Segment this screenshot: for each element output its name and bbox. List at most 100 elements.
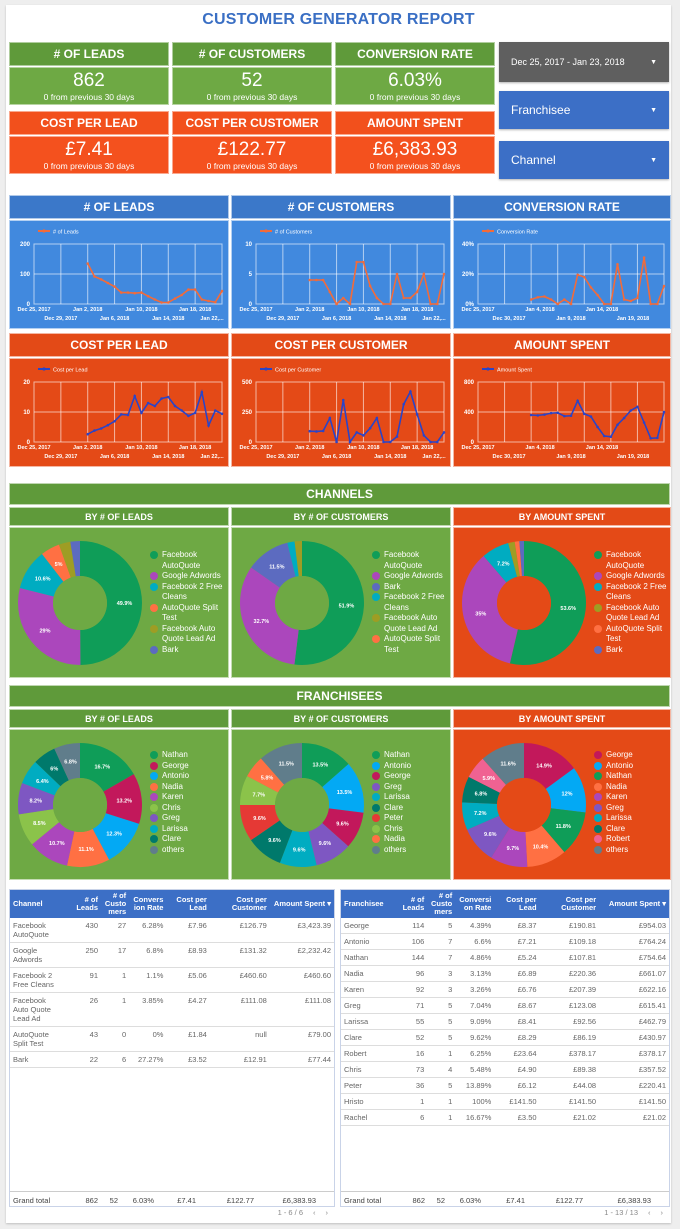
legend-item[interactable]: Bark [150, 645, 230, 656]
legend-item[interactable]: Karen [594, 792, 674, 803]
table-row: George 114 5 4.39% £8.37 £190.81 £954.03 [341, 918, 669, 934]
legend-item[interactable]: AutoQuote Split Test [150, 603, 230, 624]
legend-dot-icon [150, 835, 158, 843]
kpi-value: £6,383.93 [372, 139, 458, 160]
table-cell: £44.08 [539, 1077, 600, 1094]
donut-chart: 14.9% 12% 11.8% 10.4% 9.7% 9.6% 7.2% 6.8% 5.9% 11… [453, 729, 671, 880]
pie-slice [41, 544, 71, 582]
legend-item[interactable]: Facebook AutoQuote [150, 550, 230, 571]
pie-slice [35, 748, 69, 787]
pie-slice [541, 808, 586, 853]
legend-item[interactable]: Nathan [594, 771, 674, 782]
legend-item[interactable]: Larissa [150, 824, 230, 835]
legend-item[interactable]: Larissa [594, 813, 674, 824]
legend-dot-icon [150, 782, 158, 791]
legend-item[interactable]: Google Adwords [150, 571, 230, 582]
legend-item[interactable]: Peter [372, 813, 452, 824]
column-header[interactable]: # of Custo mers [427, 890, 456, 918]
table-cell: £5.06 [166, 967, 210, 993]
slice-label: 5% [55, 562, 63, 568]
column-header[interactable]: Conversi on Rate [455, 890, 495, 918]
channel-filter[interactable]: Channel ▼ [499, 141, 669, 179]
data-point [315, 430, 318, 433]
data-point [576, 399, 579, 403]
legend-item[interactable]: Bark [372, 582, 452, 593]
x-tick-label: Jan 2, 2018 [73, 445, 102, 451]
legend-item[interactable]: AutoQuote Split Test [372, 634, 452, 655]
column-header[interactable]: Cost per Customer [209, 890, 270, 918]
column-header[interactable]: Amount Spent ▾ [599, 890, 669, 918]
column-header[interactable]: Amount Spent ▾ [269, 890, 334, 918]
date-range-picker[interactable]: Dec 25, 2017 - Jan 23, 2018 ▼ [499, 42, 669, 82]
legend-item[interactable]: Nathan [372, 750, 452, 761]
x-tick-label: Dec 25, 2017 [461, 307, 494, 313]
legend-item[interactable]: Facebook AutoQuote [372, 550, 452, 571]
legend-item[interactable]: Facebook Auto Quote Lead Ad [372, 613, 452, 634]
legend-item[interactable]: George [594, 750, 674, 761]
legend-item[interactable]: Nadia [594, 782, 674, 793]
column-header[interactable]: # of Leads [59, 890, 101, 918]
column-header[interactable]: Franchisee [341, 890, 389, 918]
legend-item[interactable]: Facebook 2 Free Cleans [150, 582, 230, 603]
legend-item[interactable]: Facebook 2 Free Cleans [594, 582, 674, 603]
table-cell: 27 [101, 918, 130, 943]
data-point [321, 429, 325, 433]
column-header[interactable]: # of Custo mers [101, 890, 130, 918]
legend-item[interactable]: Bark [594, 645, 674, 656]
legend-item[interactable]: Clare [150, 834, 230, 845]
legend-label: George [384, 771, 411, 780]
x-tick-label: Jan 2, 2018 [73, 307, 102, 313]
next-page-icon[interactable]: › [325, 1208, 329, 1217]
legend-item[interactable]: Greg [150, 813, 230, 824]
table-cell: Nathan [341, 949, 389, 966]
page-title: CUSTOMER GENERATOR REPORT [202, 11, 475, 28]
franchisee-filter[interactable]: Franchisee ▼ [499, 91, 669, 129]
legend-item[interactable]: Antonio [372, 761, 452, 772]
legend-item[interactable]: Google Adwords [594, 571, 674, 582]
column-header[interactable]: Convers ion Rate [129, 890, 167, 918]
legend-item[interactable]: Greg [372, 782, 452, 793]
legend-item[interactable]: others [594, 845, 674, 856]
column-header[interactable]: # of Leads [388, 890, 428, 918]
column-header[interactable]: Cost per Customer [539, 890, 600, 918]
legend-item[interactable]: Nathan [150, 750, 230, 761]
pie-title: BY # OF LEADS [9, 709, 229, 728]
data-point [173, 404, 177, 408]
legend-item[interactable]: Antonio [594, 761, 674, 772]
legend-item[interactable]: others [150, 845, 230, 856]
legend-item[interactable]: others [372, 845, 452, 856]
legend-item[interactable]: Antonio [150, 771, 230, 782]
data-point [348, 302, 352, 306]
legend-item[interactable]: Karen [150, 792, 230, 803]
legend-item[interactable]: Chris [150, 803, 230, 814]
legend-item[interactable]: George [150, 761, 230, 772]
legend-item[interactable]: Clare [372, 803, 452, 814]
legend-item[interactable]: Nadia [150, 782, 230, 793]
legend-dot-icon [594, 572, 602, 580]
legend-item[interactable]: Facebook AutoQuote [594, 550, 674, 571]
legend-item[interactable]: Robert [594, 834, 674, 845]
table-cell: Facebook Auto Quote Lead Ad [10, 992, 60, 1027]
column-header[interactable]: Cost per Lead [494, 890, 540, 918]
prev-page-icon[interactable]: ‹ [313, 1208, 316, 1217]
legend-item[interactable]: Nadia [372, 834, 452, 845]
next-page-icon[interactable]: › [660, 1208, 664, 1217]
slice-label: 35% [475, 612, 486, 618]
x-tick-label: Dec 25, 2017 [17, 307, 50, 313]
table-cell: £131.32 [209, 942, 270, 968]
legend-item[interactable]: George [372, 771, 452, 782]
legend-label: George [606, 750, 633, 759]
legend-item[interactable]: Larissa [372, 792, 452, 803]
legend-item[interactable]: Facebook Auto Quote Lead Ad [594, 603, 674, 624]
column-header[interactable]: Channel [10, 890, 60, 918]
legend-item[interactable]: Facebook Auto Quote Lead Ad [150, 624, 230, 645]
legend-item[interactable]: Clare [594, 824, 674, 835]
legend-item[interactable]: Facebook 2 Free Cleans [372, 592, 452, 613]
legend-item[interactable]: Google Adwords [372, 571, 452, 582]
legend-item[interactable]: AutoQuote Split Test [594, 624, 674, 645]
prev-page-icon[interactable]: ‹ [648, 1208, 651, 1217]
legend-item[interactable]: Greg [594, 803, 674, 814]
legend-item[interactable]: Chris [372, 824, 452, 835]
column-header[interactable]: Cost per Lead [166, 890, 210, 918]
table-cell: £86.19 [539, 1029, 600, 1046]
